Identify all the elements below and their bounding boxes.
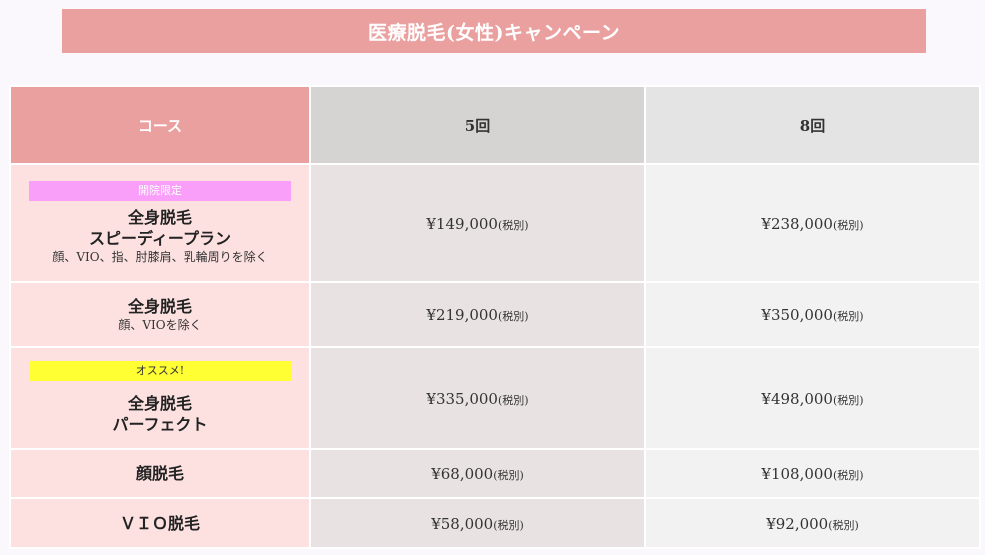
price-8: ¥108,000: [761, 465, 833, 483]
header-5-times: 5回: [309, 85, 646, 165]
price-8-cell: ¥108,000(税別): [644, 448, 981, 499]
tax-label: (税別): [832, 469, 864, 482]
price-5-cell: ¥219,000(税別): [309, 281, 646, 348]
price-5: ¥58,000: [431, 514, 494, 533]
course-note: 顔、VIOを除く: [118, 317, 202, 332]
table-row: オススメ! 全身脱毛 パーフェクト ¥335,000(税別) ¥498,000(…: [9, 346, 981, 450]
recommend-badge: オススメ!: [29, 361, 291, 381]
table-header-row: コース 5回 8回: [9, 85, 981, 165]
price-8-cell: ¥498,000(税別): [644, 346, 981, 450]
price-5: ¥335,000: [426, 389, 498, 408]
price-5-cell: ¥68,000(税別): [309, 448, 646, 499]
limited-badge: 開院限定: [29, 180, 291, 201]
course-name: 全身脱毛: [127, 296, 192, 316]
price-8-cell: ¥350,000(税別): [644, 281, 981, 348]
course-cell: 全身脱毛 顔、VIOを除く: [9, 281, 311, 348]
course-name-line2: パーフェクト: [112, 415, 208, 434]
tax-label: (税別): [497, 218, 529, 232]
price-5: ¥149,000: [426, 214, 498, 233]
tax-label: (税別): [493, 469, 524, 482]
tax-label: (税別): [493, 518, 524, 532]
course-name: 全身脱毛: [127, 207, 192, 227]
tax-label: (税別): [497, 393, 529, 407]
price-table: コース 5回 8回 開院限定 全身脱毛 スピーディープラン 顔、VIO、指、肘膝…: [9, 85, 981, 549]
tax-label: (税別): [828, 518, 859, 532]
course-cell: ＶＩＯ脱毛: [9, 497, 311, 549]
tax-label: (税別): [832, 218, 864, 232]
price-8-cell: ¥92,000(税別): [644, 497, 981, 549]
table-row: 全身脱毛 顔、VIOを除く ¥219,000(税別) ¥350,000(税別): [9, 281, 981, 348]
course-cell: オススメ! 全身脱毛 パーフェクト: [9, 346, 311, 450]
course-name-line2: スピーディープラン: [89, 228, 231, 248]
price-8-cell: ¥238,000(税別): [644, 163, 981, 283]
course-cell: 開院限定 全身脱毛 スピーディープラン 顔、VIO、指、肘膝肩、乳輪周りを除く: [9, 163, 311, 283]
price-8: ¥238,000: [761, 214, 833, 233]
table-row: 顔脱毛 ¥68,000(税別) ¥108,000(税別): [9, 448, 981, 499]
price-8: ¥350,000: [761, 306, 833, 324]
price-5: ¥68,000: [431, 465, 494, 483]
price-8: ¥92,000: [766, 514, 829, 533]
price-5-cell: ¥149,000(税別): [309, 163, 646, 283]
header-course: コース: [9, 85, 311, 165]
tax-label: (税別): [832, 310, 864, 323]
table-row: ＶＩＯ脱毛 ¥58,000(税別) ¥92,000(税別): [9, 497, 981, 549]
page-title: 医療脱毛(女性)キャンペーン: [62, 9, 926, 53]
tax-label: (税別): [832, 393, 864, 407]
price-5: ¥219,000: [426, 306, 498, 324]
course-note: 顔、VIO、指、肘膝肩、乳輪周りを除く: [52, 249, 268, 264]
price-5-cell: ¥335,000(税別): [309, 346, 646, 450]
price-8: ¥498,000: [761, 389, 833, 408]
course-name: 顔脱毛: [135, 464, 184, 483]
course-cell: 顔脱毛: [9, 448, 311, 499]
header-8-times: 8回: [644, 85, 981, 165]
tax-label: (税別): [497, 310, 529, 323]
table-row: 開院限定 全身脱毛 スピーディープラン 顔、VIO、指、肘膝肩、乳輪周りを除く …: [9, 163, 981, 283]
price-5-cell: ¥58,000(税別): [309, 497, 646, 549]
course-name: ＶＩＯ脱毛: [119, 513, 200, 533]
course-name: 全身脱毛: [127, 394, 192, 413]
